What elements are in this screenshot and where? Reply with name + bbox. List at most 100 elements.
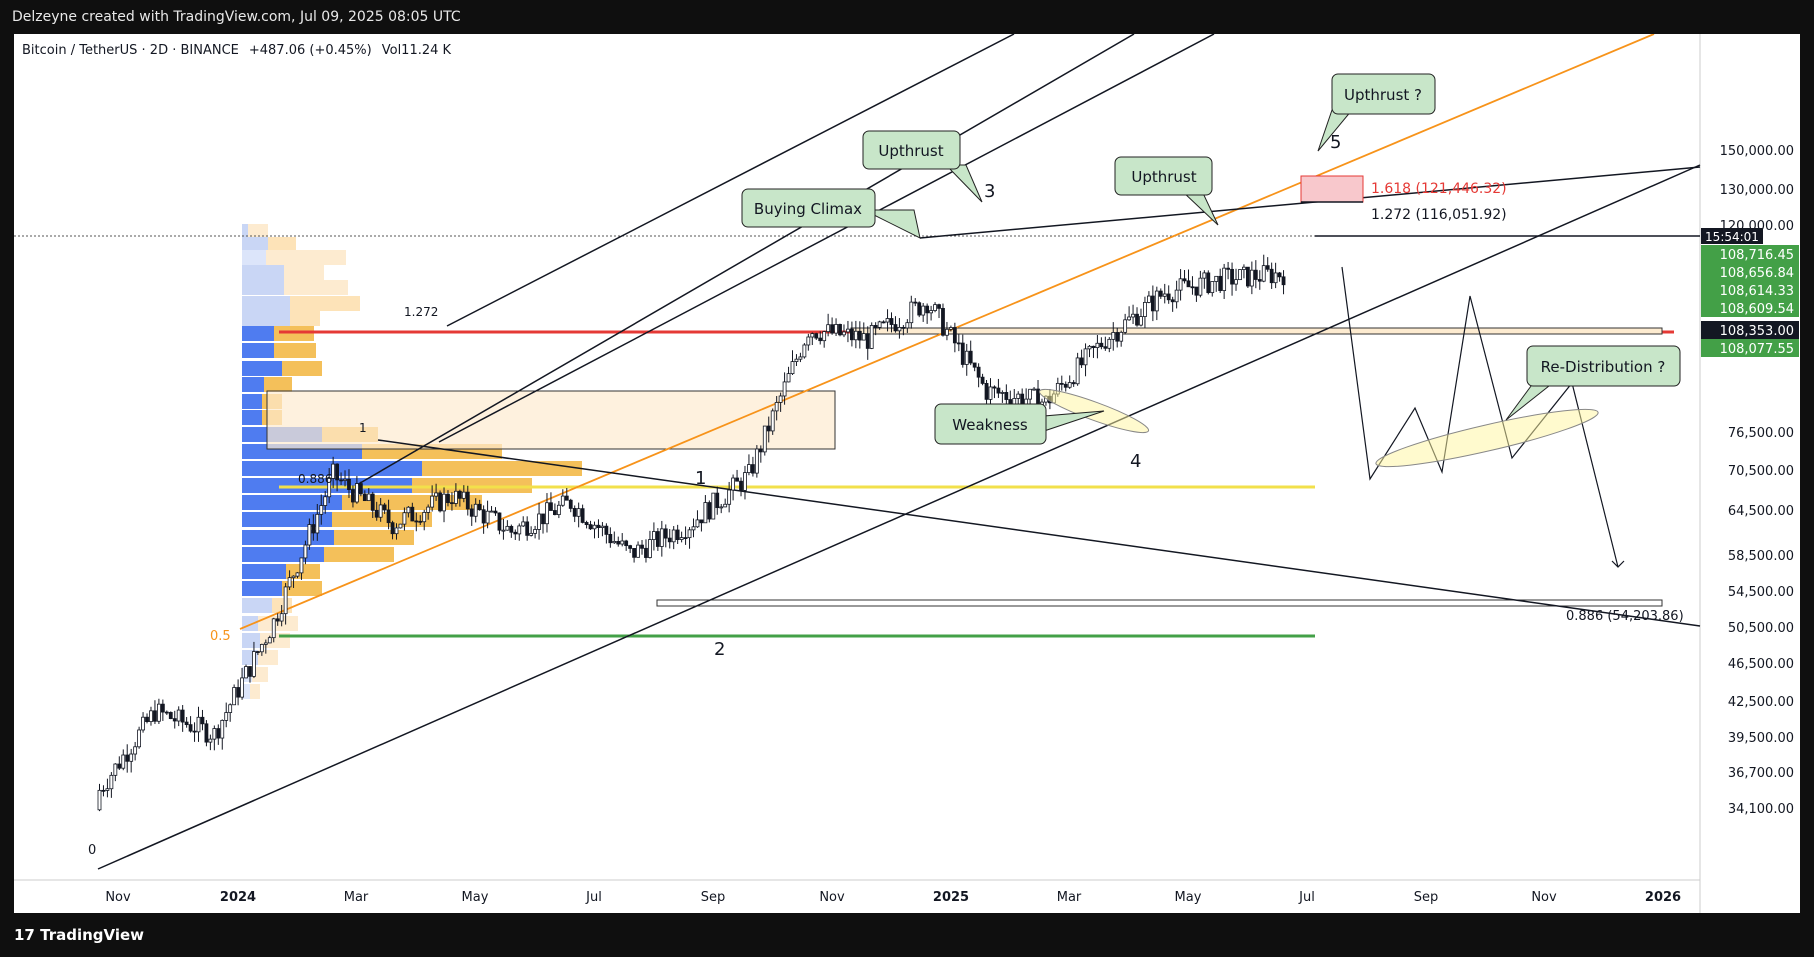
candle-body xyxy=(101,789,106,792)
candle-body xyxy=(1139,316,1143,326)
candle-body xyxy=(723,503,728,508)
candle-body xyxy=(640,544,644,549)
candle-body xyxy=(244,666,248,679)
candle-body xyxy=(513,531,518,535)
price-axis[interactable]: 150,000.00130,000.00120,000.00108,716.45… xyxy=(1701,144,1799,817)
candle-body xyxy=(644,547,648,558)
candle-body xyxy=(917,302,922,316)
candle-body xyxy=(937,304,941,309)
volume-profile-bar xyxy=(334,530,414,545)
price-tag xyxy=(1701,245,1799,263)
candle-body xyxy=(501,529,506,532)
price-chart[interactable]: Bitcoin / TetherUS · 2D · BINANCE +487.06… xyxy=(14,34,1800,913)
countdown-tag xyxy=(1701,228,1763,244)
volume-profile-bar xyxy=(242,237,268,252)
wave-4-label: 4 xyxy=(1130,451,1141,472)
candle-body xyxy=(529,532,534,536)
candle-body xyxy=(457,490,462,499)
candle-body xyxy=(252,651,256,677)
candle-body xyxy=(505,525,510,531)
candle-body xyxy=(141,716,145,731)
volume-profile-bar xyxy=(242,326,274,341)
time-tick-label: May xyxy=(462,890,489,905)
candle-body xyxy=(1249,269,1254,287)
candle-body xyxy=(786,373,791,383)
candle-body xyxy=(200,716,205,725)
candle-body xyxy=(846,328,850,333)
candle-body xyxy=(818,337,823,342)
candle-body xyxy=(331,463,336,479)
candle-body xyxy=(992,386,997,389)
candle-body xyxy=(358,483,363,495)
time-tick-label: May xyxy=(1175,890,1202,905)
candle-body xyxy=(390,522,395,535)
candle-body xyxy=(418,520,423,523)
candle-body xyxy=(1234,279,1238,285)
candle-body xyxy=(747,464,751,473)
candle-body xyxy=(620,540,625,545)
candle-body xyxy=(1261,265,1266,282)
tradingview-logo[interactable]: 17 TradingView xyxy=(14,926,145,944)
candle-body xyxy=(1162,293,1167,297)
candle-body xyxy=(1218,275,1223,291)
price-tick-label: 108,716.45 xyxy=(1720,248,1794,263)
candle-body xyxy=(426,506,431,513)
candle-body xyxy=(901,326,906,329)
candle-body xyxy=(964,350,969,365)
time-tick-label: Mar xyxy=(1057,890,1082,905)
candle-body xyxy=(311,524,316,534)
candle-body xyxy=(105,788,110,791)
candle-body xyxy=(434,492,439,497)
time-axis[interactable]: Nov 2024 Mar May Jul Sep Nov 2025 Mar May Jul Sep No… xyxy=(105,890,1681,905)
candle-body xyxy=(560,495,565,506)
channel-upper-line xyxy=(438,34,1215,443)
candle-body xyxy=(533,529,537,534)
candle-body xyxy=(438,492,442,512)
volume-profile-bar xyxy=(242,296,290,311)
candle-body xyxy=(616,541,621,545)
wave-3-label: 3 xyxy=(984,181,995,202)
candle-body xyxy=(497,512,502,531)
price-tag xyxy=(1701,339,1799,357)
candle-body xyxy=(949,327,953,330)
chart-area[interactable]: Bitcoin / TetherUS · 2D · BINANCE +487.06… xyxy=(14,34,1800,913)
redistribution-callout: Re-Distribution ? xyxy=(1505,345,1681,421)
candlesticks xyxy=(97,254,1286,812)
candle-body xyxy=(343,478,347,481)
svg-text:Upthrust ?: Upthrust ? xyxy=(1344,86,1422,104)
candle-body xyxy=(121,754,126,769)
candle-body xyxy=(255,651,260,653)
candle-body xyxy=(232,687,237,706)
candle-body xyxy=(703,502,708,524)
candle-body xyxy=(469,508,474,517)
price-tick-label: 108,656.84 xyxy=(1720,266,1794,281)
candle-body xyxy=(430,495,435,508)
projection-path xyxy=(1341,266,1619,568)
candle-body xyxy=(1095,342,1100,349)
candle-body xyxy=(1071,382,1076,385)
candle-body xyxy=(184,721,189,726)
volume-profile-bar xyxy=(242,581,282,596)
candle-body xyxy=(826,324,831,333)
weakness-callout: Weakness xyxy=(934,403,1105,445)
candle-body xyxy=(279,613,284,622)
candle-body xyxy=(1087,345,1092,350)
candle-body xyxy=(208,738,213,743)
candle-body xyxy=(323,496,328,506)
candle-body xyxy=(549,502,553,511)
candle-body xyxy=(707,502,712,520)
support-zone xyxy=(656,599,1663,607)
candle-body xyxy=(525,521,530,536)
candle-body xyxy=(956,342,961,345)
candle-body xyxy=(774,402,779,412)
candle-body xyxy=(921,305,926,316)
candle-body xyxy=(671,529,676,543)
candle-body xyxy=(362,493,367,502)
candle-body xyxy=(1119,331,1124,342)
price-tick-label: 42,500.00 xyxy=(1728,695,1794,710)
candle-body xyxy=(1016,393,1021,399)
candle-body xyxy=(1281,276,1286,286)
candle-body xyxy=(727,489,732,505)
time-tick-label: Nov xyxy=(1531,890,1557,905)
candle-body xyxy=(659,528,664,547)
